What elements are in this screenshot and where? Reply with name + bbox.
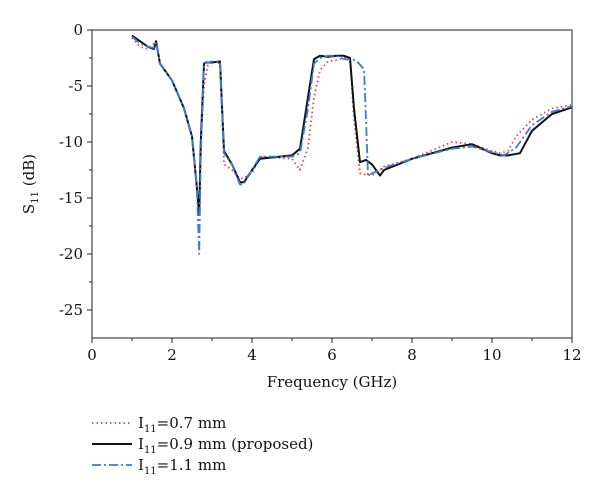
y-tick-label: -25 (59, 301, 83, 319)
legend-label-sub: 11 (144, 424, 157, 435)
y-tick-label: -20 (59, 245, 83, 263)
y-axis-title-sub: 11 (30, 191, 41, 204)
x-tick-label: 6 (327, 346, 337, 364)
legend-label-rest: =0.7 mm (157, 414, 227, 432)
y-tick-label: -10 (59, 133, 83, 151)
x-tick-label: 12 (562, 346, 581, 364)
series-layer (131, 34, 573, 255)
x-axis: 0 2 4 6 8 10 12 (87, 338, 582, 364)
y-axis-title: S11 (dB) (20, 154, 41, 214)
x-axis-title: Frequency (GHz) (267, 373, 398, 391)
plot-frame (91, 29, 573, 339)
legend-label-rest: =0.9 mm (proposed) (157, 435, 314, 453)
y-tick-label: -15 (59, 189, 83, 207)
legend-label-main: I (138, 435, 144, 453)
legend-label-1: I11=0.7 mm (138, 414, 226, 435)
legend-label-sub: 11 (144, 466, 157, 477)
legend-label-sub: 11 (144, 445, 157, 456)
x-tick-label: 10 (482, 346, 501, 364)
legend-label-main: I (138, 414, 144, 432)
x-tick-label: 8 (407, 346, 417, 364)
series-line-2 (131, 34, 573, 216)
legend-label-rest: =1.1 mm (157, 456, 227, 474)
legend-label-main: I (138, 456, 144, 474)
x-tick-label: 0 (87, 346, 97, 364)
y-axis: 0 -5 -10 -15 -20 -25 (59, 21, 92, 319)
legend-label-3: I11=1.1 mm (138, 456, 226, 477)
y-axis-title-unit: (dB) (20, 154, 38, 191)
plot-area (91, 29, 573, 339)
series-line-3 (131, 36, 573, 255)
series-line-1 (131, 37, 573, 211)
y-axis-title-main: S (20, 204, 38, 214)
x-tick-label: 2 (167, 346, 177, 364)
y-tick-label: -5 (68, 77, 83, 95)
y-tick-label: 0 (73, 21, 83, 39)
legend-label-2: I11=0.9 mm (proposed) (138, 435, 313, 456)
x-tick-label: 4 (247, 346, 257, 364)
